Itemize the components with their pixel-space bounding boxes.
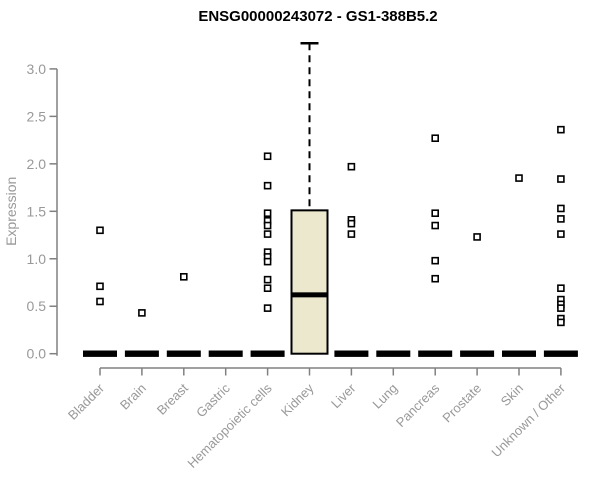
flat-box [334, 350, 369, 357]
outlier-point [263, 284, 272, 292]
flat-box [376, 350, 411, 357]
outlier-point [96, 297, 104, 306]
outlier-point [557, 215, 565, 223]
x-category-label: Pancreas [393, 380, 443, 430]
outlier-point [263, 209, 272, 218]
flat-box [502, 350, 536, 357]
outlier-point [557, 304, 565, 312]
x-category-label: Lung [369, 381, 400, 412]
y-tick-label: 1.0 [27, 251, 47, 267]
outlier-point [515, 174, 523, 182]
outlier-point [263, 257, 272, 266]
outlier-point [557, 204, 565, 213]
outlier-point [557, 318, 565, 327]
median-line [291, 292, 328, 298]
flat-box [83, 350, 117, 357]
flat-box [543, 350, 578, 357]
y-tick-label: 2.0 [27, 156, 47, 172]
outlier-point [263, 230, 272, 238]
outlier-point [431, 134, 440, 143]
outlier-point [263, 221, 272, 230]
outlier-point [263, 152, 272, 161]
outlier-point [347, 162, 356, 171]
outlier-point [431, 221, 440, 230]
flat-box [166, 350, 201, 357]
y-tick-label: 0.5 [27, 298, 47, 314]
y-tick-label: 0.0 [27, 346, 47, 362]
x-category-label: Brain [117, 381, 149, 413]
chart-title: ENSG00000243072 - GS1-388B5.2 [198, 8, 438, 25]
x-category-label: Prostate [439, 381, 484, 426]
outlier-point [557, 125, 565, 134]
outlier-point [263, 275, 272, 284]
outlier-point [347, 230, 356, 238]
outlier-point [138, 309, 146, 317]
x-category-label: Bladder [65, 380, 108, 423]
flat-box [208, 350, 243, 357]
outlier-point [180, 273, 188, 281]
y-tick-label: 1.5 [27, 203, 47, 219]
x-category-label: Breast [154, 380, 191, 417]
outlier-point [557, 284, 565, 292]
outlier-point [557, 175, 565, 183]
flat-box [460, 350, 495, 357]
y-tick-label: 3.0 [27, 61, 47, 77]
outlier-point [263, 304, 272, 312]
outlier-point [431, 209, 440, 218]
flat-box [124, 350, 159, 357]
y-axis-title: Expression [3, 177, 19, 246]
x-category-label: Unknown / Other [488, 380, 568, 460]
outlier-point [431, 256, 440, 265]
box [290, 209, 329, 355]
x-category-label: Gastric [193, 380, 233, 420]
flat-box [250, 350, 285, 357]
outlier-point [557, 230, 565, 238]
outlier-point [431, 274, 440, 283]
outlier-point [96, 226, 104, 235]
x-category-label: Kidney [278, 380, 317, 419]
y-tick-label: 2.5 [27, 108, 47, 124]
outlier-point [263, 181, 272, 190]
x-category-label: Liver [328, 380, 359, 411]
flat-box [418, 350, 453, 357]
outlier-point [347, 219, 356, 228]
outlier-point [473, 233, 481, 241]
x-category-label: Skin [498, 381, 526, 409]
outlier-point [96, 282, 104, 291]
